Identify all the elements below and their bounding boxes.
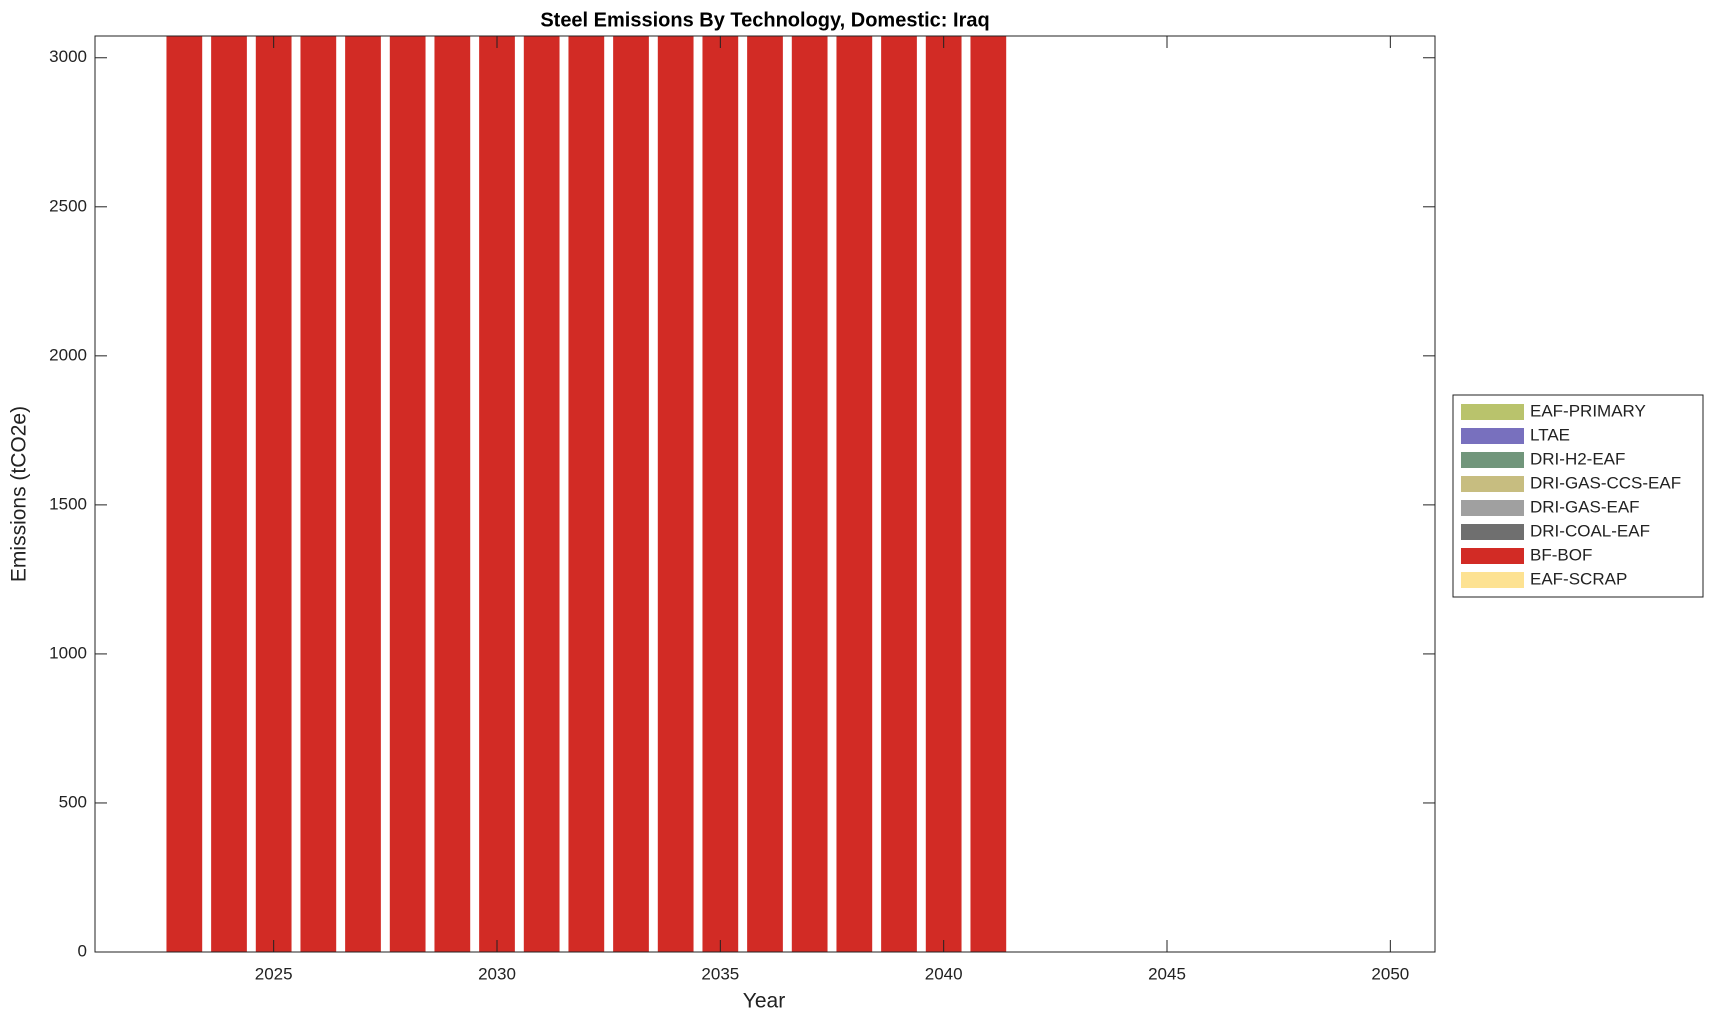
bar-segment bbox=[255, 36, 292, 952]
bar-segment bbox=[657, 36, 694, 952]
legend-swatch bbox=[1461, 428, 1524, 444]
legend-label: LTAE bbox=[1530, 425, 1570, 444]
bar-segment bbox=[881, 36, 917, 952]
bar-segment bbox=[836, 36, 873, 952]
bar-segment bbox=[791, 36, 828, 952]
bar-segment bbox=[613, 36, 649, 952]
legend-label: DRI-GAS-EAF bbox=[1530, 497, 1640, 516]
legend-label: EAF-SCRAP bbox=[1530, 569, 1627, 588]
bar-segment bbox=[479, 36, 515, 952]
x-tick-label: 2030 bbox=[478, 964, 516, 983]
legend: EAF-PRIMARY LTAE DRI-H2-EAF DRI-GAS-CCS-EAF… bbox=[1452, 394, 1704, 598]
y-axis-title: Emissions (tCO2e) bbox=[8, 406, 31, 582]
y-tick-label: 1000 bbox=[49, 643, 87, 662]
x-tick-label: 2040 bbox=[925, 964, 963, 983]
legend-label: EAF-PRIMARY bbox=[1530, 401, 1646, 420]
x-tick-label: 2035 bbox=[701, 964, 739, 983]
bar-segment bbox=[389, 36, 426, 952]
bar-segment bbox=[300, 36, 337, 952]
bar-segment bbox=[211, 36, 247, 952]
y-tick-label: 2500 bbox=[49, 196, 87, 215]
legend-label: DRI-GAS-CCS-EAF bbox=[1530, 473, 1681, 492]
bar-segment bbox=[747, 36, 783, 952]
bar-segment bbox=[434, 36, 471, 952]
x-axis-title: Year bbox=[743, 990, 785, 1013]
legend-swatch bbox=[1461, 476, 1524, 492]
chart-title: Steel Emissions By Technology, Domestic:… bbox=[540, 9, 989, 31]
y-tick-label: 1500 bbox=[49, 494, 87, 513]
legend-swatch bbox=[1461, 572, 1524, 588]
legend-swatch bbox=[1461, 548, 1524, 564]
bar-segment bbox=[345, 36, 381, 952]
bar-segment bbox=[523, 36, 560, 952]
legend-swatch bbox=[1461, 500, 1524, 516]
y-tick-label: 3000 bbox=[49, 47, 87, 66]
y-tick-label: 0 bbox=[78, 941, 87, 960]
bar-segment bbox=[568, 36, 605, 952]
legend-swatch bbox=[1461, 404, 1524, 420]
legend-box bbox=[1452, 394, 1704, 598]
x-tick-label: 2045 bbox=[1148, 964, 1186, 983]
x-tick-label: 2050 bbox=[1371, 964, 1409, 983]
x-tick-label: 2025 bbox=[255, 964, 293, 983]
plot-frame bbox=[94, 35, 1436, 953]
legend-label: BF-BOF bbox=[1530, 545, 1592, 564]
y-tick-label: 2000 bbox=[49, 345, 87, 364]
bar-segment bbox=[970, 36, 1007, 952]
bar-segment bbox=[702, 36, 739, 952]
legend-swatch bbox=[1461, 524, 1524, 540]
bar-segment bbox=[925, 36, 962, 952]
bar-segment bbox=[166, 36, 203, 952]
legend-label: DRI-H2-EAF bbox=[1530, 449, 1625, 468]
legend-swatch bbox=[1461, 452, 1524, 468]
legend-label: DRI-COAL-EAF bbox=[1530, 521, 1650, 540]
y-tick-label: 500 bbox=[59, 792, 87, 811]
